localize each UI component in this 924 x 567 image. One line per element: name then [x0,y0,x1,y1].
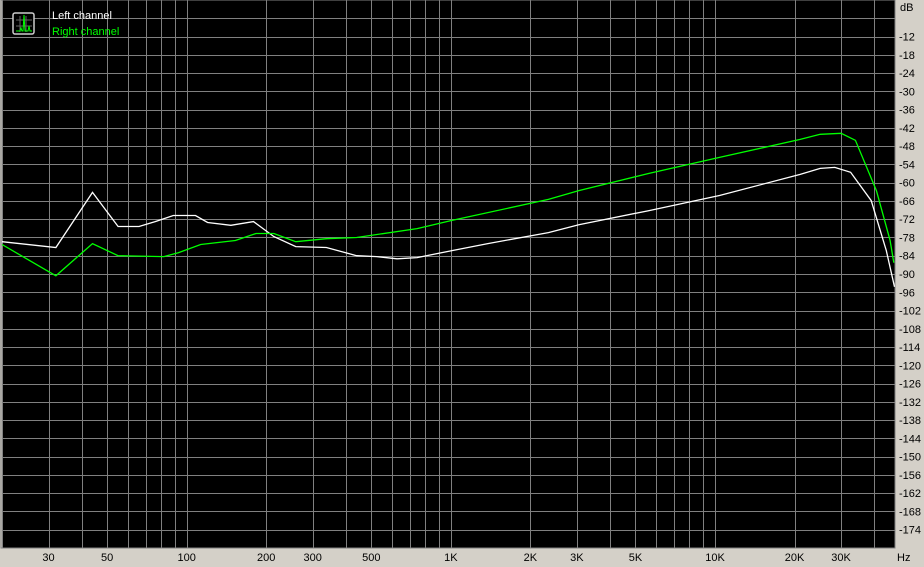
x-tick-label: 30K [831,552,851,564]
x-tick-label: 2K [524,552,538,564]
y-tick-label: -126 [899,379,921,391]
x-tick-label: 5K [629,552,643,564]
x-tick-label: 1K [444,552,458,564]
y-tick-label: -132 [899,397,921,409]
y-tick-label: -12 [899,32,915,44]
legend-icon [12,12,35,35]
y-tick-label: -36 [899,105,915,117]
y-tick-label: -120 [899,360,921,372]
x-tick-label: 10K [705,552,725,564]
y-tick-label: -138 [899,415,921,427]
y-tick-label: -66 [899,196,915,208]
y-tick-label: -96 [899,287,915,299]
y-tick-label: -162 [899,488,921,500]
y-axis-label: dB [900,2,913,14]
x-tick-label: 30 [42,552,54,564]
y-tick-label: -108 [899,324,921,336]
x-tick-label: 100 [177,552,195,564]
y-tick-label: -18 [899,50,915,62]
y-tick-label: -174 [899,525,921,537]
legend-left-channel: Left channel [52,10,112,22]
plot-border [0,0,896,549]
y-tick-label: -48 [899,141,915,153]
y-tick-label: -54 [899,159,915,171]
grid [0,0,896,549]
y-tick-label: -60 [899,178,915,190]
y-axis: -12 -18 -24 -30 -36 -42 -48 -54 -60 -66 -72 -78 -84 -… [899,32,921,537]
series-line-right-channel [1,132,895,277]
y-tick-label: -144 [899,433,921,445]
y-tick-label: -168 [899,506,921,518]
x-tick-label: 20K [785,552,805,564]
y-tick-label: -84 [899,251,915,263]
x-axis: 30 50 100 200 300 500 1K 2K 3K 5K 10K 20K 30K [42,552,851,564]
y-tick-label: -114 [899,342,920,354]
x-tick-label: 3K [570,552,584,564]
x-axis-label: Hz [897,552,910,564]
legend-right-channel: Right channel [52,26,119,38]
y-tick-label: -156 [899,470,921,482]
y-tick-label: -78 [899,232,915,244]
y-tick-label: -72 [899,214,915,226]
x-tick-label: 200 [257,552,275,564]
x-tick-label: 50 [101,552,113,564]
x-tick-label: 500 [362,552,380,564]
series-lines [1,132,896,287]
series-line-left-channel [1,166,896,287]
x-tick-label: 300 [304,552,322,564]
y-tick-label: -24 [899,68,915,80]
y-tick-label: -42 [899,123,915,135]
y-tick-label: -90 [899,269,915,281]
y-tick-label: -150 [899,452,921,464]
legend: Left channel Right channel [12,10,119,38]
y-tick-label: -30 [899,86,915,98]
y-tick-label: -102 [899,306,921,318]
